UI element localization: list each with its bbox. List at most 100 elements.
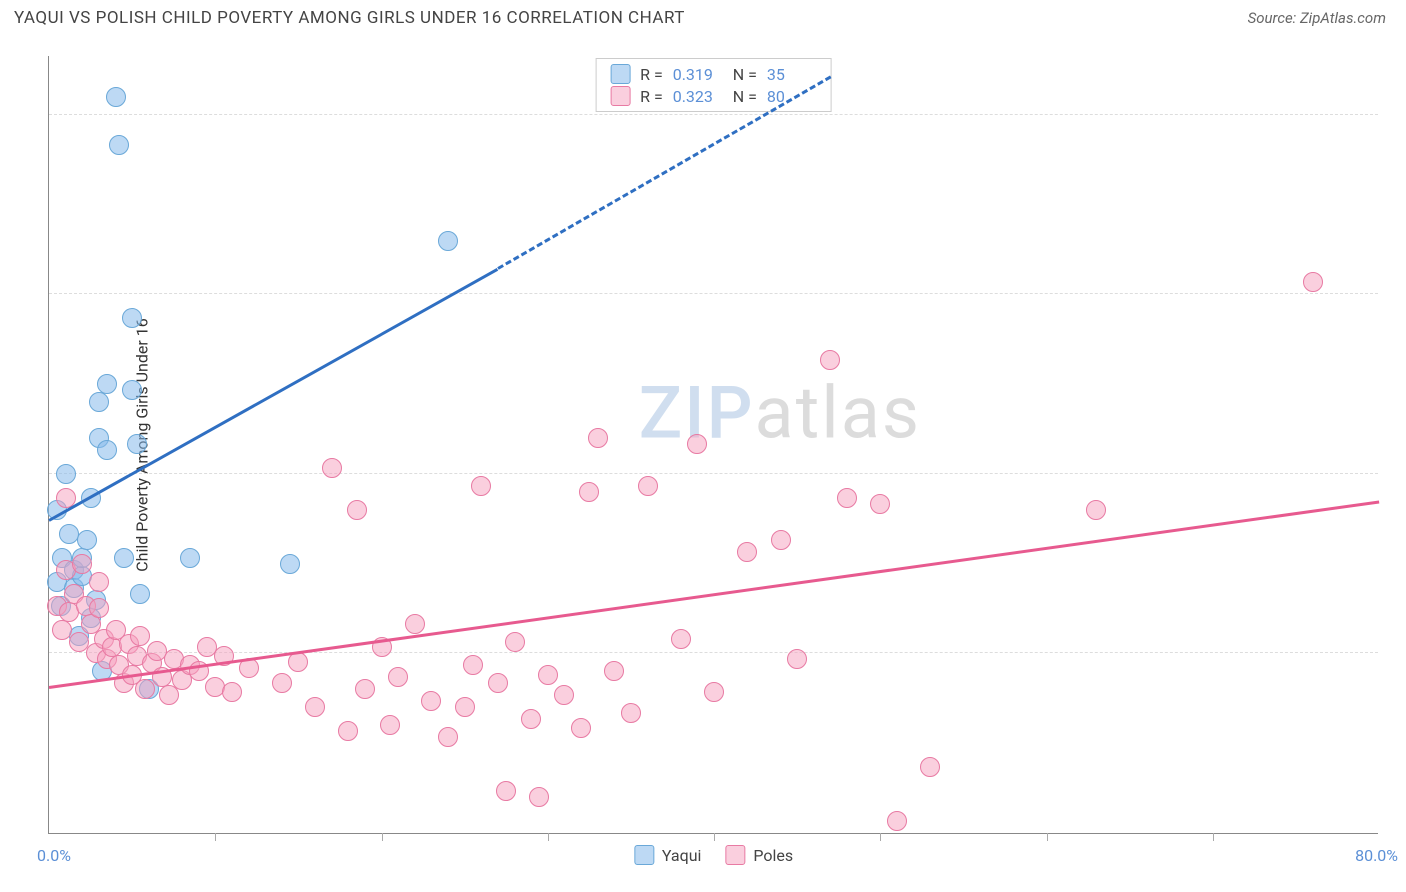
scatter-point bbox=[122, 308, 142, 328]
scatter-point bbox=[280, 554, 300, 574]
scatter-point bbox=[771, 530, 791, 550]
scatter-point bbox=[488, 673, 508, 693]
series-swatch bbox=[610, 86, 630, 106]
scatter-point bbox=[97, 440, 117, 460]
scatter-point bbox=[554, 685, 574, 705]
scatter-point bbox=[463, 655, 483, 675]
y-tick-label: 45.0% bbox=[1384, 266, 1406, 285]
stat-n-label: N = bbox=[733, 65, 757, 84]
scatter-point bbox=[106, 87, 126, 107]
scatter-point bbox=[496, 781, 516, 801]
watermark-atlas: atlas bbox=[755, 371, 922, 456]
x-tick bbox=[880, 833, 881, 841]
scatter-point bbox=[820, 350, 840, 370]
scatter-point bbox=[438, 727, 458, 747]
y-tick-label: 60.0% bbox=[1384, 86, 1406, 105]
scatter-point bbox=[380, 715, 400, 735]
x-tick bbox=[382, 833, 383, 841]
stat-r-value: 0.319 bbox=[673, 65, 723, 84]
source-attribution: Source: ZipAtlas.com bbox=[1248, 9, 1386, 27]
scatter-point bbox=[159, 685, 179, 705]
legend-swatch bbox=[725, 845, 745, 865]
scatter-point bbox=[388, 667, 408, 687]
scatter-point bbox=[421, 691, 441, 711]
scatter-point bbox=[338, 721, 358, 741]
scatter-point bbox=[538, 665, 558, 685]
scatter-point bbox=[837, 488, 857, 508]
scatter-point bbox=[59, 524, 79, 544]
stat-r-value: 0.323 bbox=[673, 87, 723, 106]
x-tick bbox=[714, 833, 715, 841]
chart-header: YAQUI VS POLISH CHILD POVERTY AMONG GIRL… bbox=[0, 0, 1406, 36]
scatter-point bbox=[222, 682, 242, 702]
scatter-point bbox=[272, 673, 292, 693]
scatter-point bbox=[130, 626, 150, 646]
x-tick bbox=[1047, 833, 1048, 841]
stat-n-value: 35 bbox=[767, 65, 817, 84]
scatter-point bbox=[122, 380, 142, 400]
gridline bbox=[49, 114, 1378, 115]
watermark: ZIPatlas bbox=[639, 371, 921, 456]
legend-label: Yaqui bbox=[662, 846, 702, 865]
scatter-chart: Child Poverty Among Girls Under 16 ZIPat… bbox=[48, 56, 1378, 834]
x-tick bbox=[548, 833, 549, 841]
scatter-point bbox=[89, 392, 109, 412]
scatter-point bbox=[56, 464, 76, 484]
stats-row: R = 0.319 N = 35 bbox=[610, 63, 817, 85]
x-tick bbox=[1213, 833, 1214, 841]
scatter-point bbox=[455, 697, 475, 717]
scatter-point bbox=[588, 428, 608, 448]
scatter-point bbox=[505, 632, 525, 652]
legend-item: Poles bbox=[725, 845, 793, 865]
x-tick bbox=[215, 833, 216, 841]
y-tick-label: 30.0% bbox=[1384, 445, 1406, 464]
scatter-point bbox=[127, 434, 147, 454]
gridline bbox=[49, 293, 1378, 294]
scatter-point bbox=[1303, 272, 1323, 292]
scatter-point bbox=[89, 598, 109, 618]
scatter-point bbox=[109, 135, 129, 155]
series-swatch bbox=[610, 64, 630, 84]
scatter-point bbox=[438, 231, 458, 251]
stat-n-label: N = bbox=[733, 87, 757, 106]
scatter-point bbox=[671, 629, 691, 649]
legend-item: Yaqui bbox=[634, 845, 702, 865]
chart-legend: Yaqui Poles bbox=[634, 845, 793, 865]
chart-title: YAQUI VS POLISH CHILD POVERTY AMONG GIRL… bbox=[14, 8, 685, 28]
scatter-point bbox=[347, 500, 367, 520]
stat-r-label: R = bbox=[640, 87, 663, 106]
scatter-point bbox=[305, 697, 325, 717]
scatter-point bbox=[97, 374, 117, 394]
correlation-stats-box: R =0.319N =35R =0.323N =80 bbox=[595, 58, 832, 112]
scatter-point bbox=[322, 458, 342, 478]
gridline bbox=[49, 473, 1378, 474]
scatter-point bbox=[114, 548, 134, 568]
scatter-point bbox=[471, 476, 491, 496]
scatter-point bbox=[355, 679, 375, 699]
scatter-point bbox=[130, 584, 150, 604]
trend-line bbox=[48, 268, 498, 522]
scatter-point bbox=[521, 709, 541, 729]
x-axis-min-label: 0.0% bbox=[37, 846, 71, 865]
scatter-point bbox=[529, 787, 549, 807]
legend-label: Poles bbox=[753, 846, 793, 865]
scatter-point bbox=[704, 682, 724, 702]
scatter-point bbox=[687, 434, 707, 454]
scatter-point bbox=[604, 661, 624, 681]
scatter-point bbox=[621, 703, 641, 723]
scatter-point bbox=[870, 494, 890, 514]
scatter-point bbox=[89, 572, 109, 592]
scatter-point bbox=[920, 757, 940, 777]
scatter-point bbox=[1086, 500, 1106, 520]
scatter-point bbox=[405, 614, 425, 634]
scatter-point bbox=[571, 718, 591, 738]
scatter-point bbox=[638, 476, 658, 496]
stat-r-label: R = bbox=[640, 65, 663, 84]
gridline bbox=[49, 652, 1378, 653]
y-tick-label: 15.0% bbox=[1384, 625, 1406, 644]
scatter-point bbox=[787, 649, 807, 669]
scatter-point bbox=[77, 530, 97, 550]
trend-line bbox=[49, 501, 1379, 689]
x-axis-max-label: 80.0% bbox=[1355, 846, 1398, 865]
legend-swatch bbox=[634, 845, 654, 865]
